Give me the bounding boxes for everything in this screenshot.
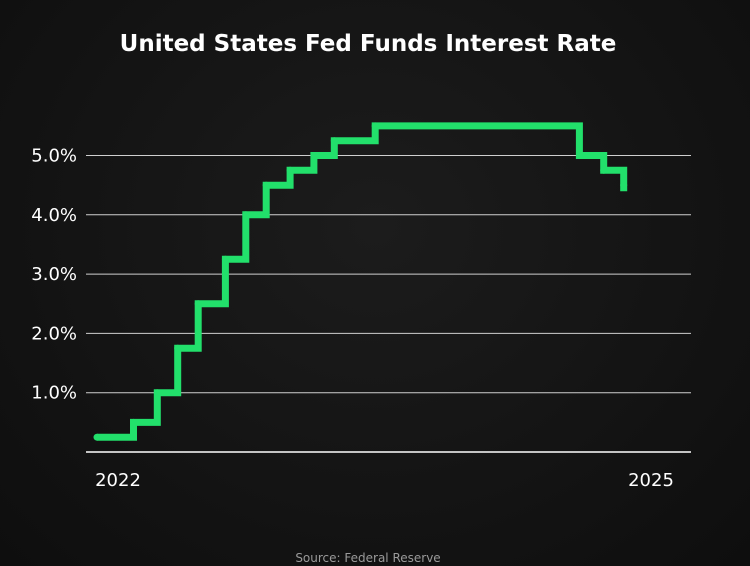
data-point	[93, 433, 101, 441]
chart-title: United States Fed Funds Interest Rate	[120, 31, 617, 57]
data-point	[221, 255, 229, 263]
data-point	[130, 418, 137, 426]
data-point	[174, 344, 182, 352]
y-tick-label: 5.0%	[31, 146, 77, 167]
y-axis-ticks: 1.0% 2.0% 3.0% 4.0% 5.0%	[31, 146, 77, 404]
x-tick-label: 2022	[95, 470, 141, 491]
data-point	[371, 122, 379, 130]
x-tick-label: 2025	[628, 470, 674, 491]
data-point	[286, 166, 294, 174]
source-note: Source: Federal Reserve	[295, 551, 440, 565]
data-point	[330, 137, 338, 145]
data-point	[262, 181, 270, 189]
data-point	[153, 389, 161, 397]
y-tick-label: 4.0%	[31, 205, 77, 226]
data-point	[620, 181, 628, 189]
x-axis-ticks: 2022 2025	[95, 470, 674, 491]
series-line	[97, 122, 628, 441]
y-tick-label: 1.0%	[31, 383, 77, 404]
series-layer	[93, 122, 628, 441]
data-point	[310, 152, 318, 159]
data-point	[242, 211, 250, 219]
y-tick-label: 2.0%	[31, 323, 77, 344]
data-point	[575, 152, 583, 159]
y-tick-label: 3.0%	[31, 264, 77, 285]
data-point	[194, 300, 202, 308]
gridlines	[86, 155, 691, 394]
data-point	[600, 166, 608, 174]
